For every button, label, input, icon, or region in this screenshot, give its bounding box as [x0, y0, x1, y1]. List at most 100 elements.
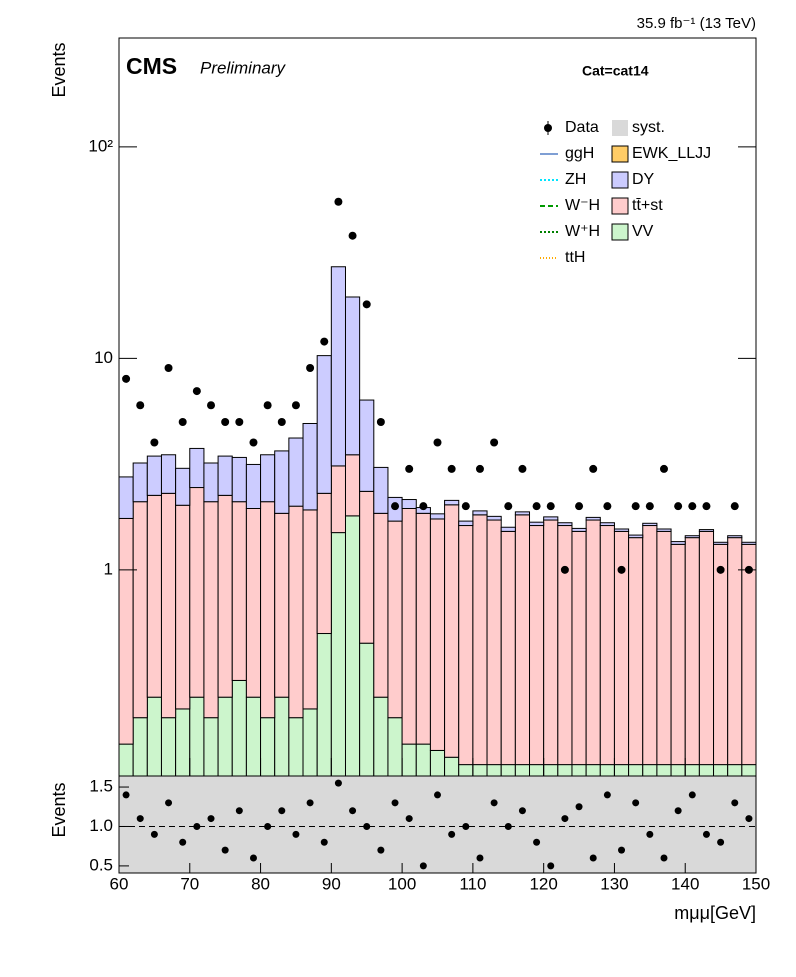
stack-bar	[373, 466, 389, 514]
data-point	[192, 387, 201, 396]
data-point	[291, 401, 300, 410]
stack-bar	[656, 764, 672, 777]
ratio-point	[731, 799, 739, 807]
ratio-point	[561, 815, 569, 823]
stack-bar	[160, 717, 177, 777]
data-point	[447, 464, 456, 473]
x-tick-label: 80	[251, 874, 270, 893]
stack-bar	[260, 501, 276, 719]
stack-bar	[458, 764, 474, 777]
ratio-y-tick-label: 0.5	[89, 855, 113, 874]
stack-bar	[415, 743, 431, 777]
stack-bar	[160, 454, 177, 494]
stack-bar	[529, 764, 545, 777]
stack-bar	[585, 764, 601, 777]
data-point	[631, 502, 640, 511]
ratio-point	[646, 830, 654, 838]
stack-bar	[543, 516, 559, 521]
data-point	[461, 502, 470, 511]
experiment-label: CMS	[126, 53, 177, 79]
stack-bar	[472, 764, 488, 777]
data-point	[504, 502, 513, 511]
stack-bar	[316, 355, 332, 494]
data-point	[716, 565, 725, 574]
stack-bar	[189, 447, 205, 489]
ratio-point	[349, 807, 357, 815]
stack-bar	[444, 499, 460, 506]
data-point	[164, 364, 173, 373]
data-point	[150, 438, 159, 447]
y-tick-label: 10	[94, 348, 113, 367]
data-point	[221, 418, 230, 427]
ratio-point	[122, 791, 130, 799]
ratio-point	[363, 822, 371, 830]
stack-bar	[160, 492, 177, 719]
stack-bar	[698, 764, 715, 777]
stack-bar	[613, 528, 630, 532]
ratio-point	[306, 799, 314, 807]
ratio-point	[688, 791, 696, 799]
legend-label: ggH	[565, 145, 594, 162]
stack-bar	[642, 525, 658, 766]
stack-bar	[175, 467, 191, 506]
data-point	[532, 502, 541, 511]
stack-bar	[500, 530, 516, 766]
ratio-point	[632, 799, 640, 807]
ratio-point	[221, 846, 229, 854]
data-point	[348, 231, 357, 240]
ratio-point	[462, 822, 470, 830]
stack-bar	[217, 494, 233, 698]
stack-bar	[656, 528, 672, 532]
ratio-point	[391, 799, 399, 807]
stack-bar	[401, 508, 417, 745]
ratio-y-tick-label: 1.0	[89, 816, 113, 835]
stack-bar	[741, 541, 757, 545]
legend-label: EWK_LLJJ	[632, 145, 711, 162]
stack-bar	[175, 504, 191, 710]
stack-bar	[557, 525, 573, 766]
stack-bar	[231, 456, 247, 503]
stack-bar	[713, 764, 729, 777]
stack-bar	[458, 520, 474, 527]
stack-bar	[387, 717, 403, 777]
stack-bar	[359, 399, 375, 492]
stack-bar	[529, 525, 545, 766]
ratio-frame	[118, 775, 757, 874]
ratio-point	[235, 807, 243, 815]
stack-bar	[472, 510, 488, 516]
data-point	[659, 464, 668, 473]
legend-label: W⁻H	[565, 197, 600, 214]
stack-bar	[514, 511, 531, 516]
stack-bar	[344, 454, 361, 517]
stack-bar	[245, 463, 262, 510]
ratio-point	[618, 846, 626, 854]
stack-bar	[585, 516, 601, 521]
stack-bar	[429, 749, 446, 777]
stack-bar	[245, 696, 262, 777]
x-tick-label: 70	[180, 874, 199, 893]
stack-bar	[401, 743, 417, 777]
stack-bar	[713, 543, 729, 766]
stack-bar	[203, 717, 219, 777]
ratio-point	[589, 854, 597, 862]
data-point	[334, 197, 343, 206]
data-point	[560, 565, 569, 574]
data-point	[178, 418, 187, 427]
stack-bar	[260, 454, 276, 503]
ratio-point	[334, 779, 342, 787]
syst-band	[119, 776, 756, 873]
stack-bar	[330, 532, 346, 777]
stack-bar	[599, 522, 615, 527]
ratio-point	[660, 854, 668, 862]
stack-bar	[444, 756, 460, 777]
data-point	[263, 401, 272, 410]
x-tick-label: 140	[671, 874, 699, 893]
stack-bar	[557, 522, 573, 527]
stack-bar	[330, 465, 346, 534]
stack-bar	[486, 515, 502, 521]
ratio-point	[320, 838, 328, 846]
stack-bar	[741, 543, 757, 766]
stack-bar	[599, 764, 615, 777]
legend-marker	[611, 145, 629, 163]
stack-bar	[628, 537, 644, 766]
